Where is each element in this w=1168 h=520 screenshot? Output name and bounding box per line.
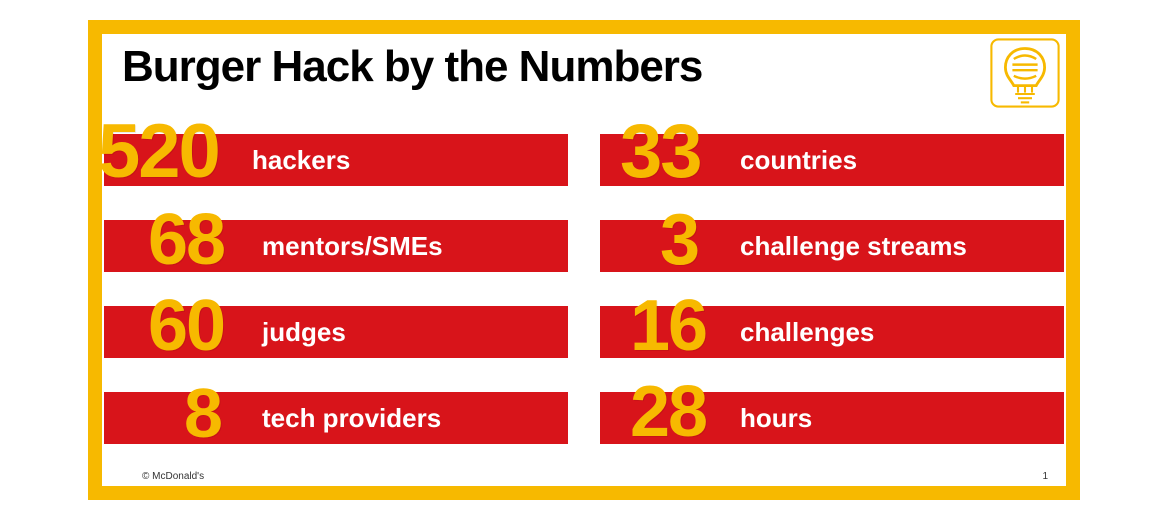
- stat-label: mentors/SMEs: [262, 231, 443, 262]
- stat-row: hackers520: [104, 112, 568, 198]
- stats-column-left: hackers520 mentors/SMEs 68 judges 60 tech pro…: [104, 112, 568, 460]
- copyright-text: © McDonald's: [142, 471, 204, 482]
- stat-row: tech providers 8: [104, 370, 568, 456]
- stat-number: 8: [184, 378, 221, 448]
- slide-title: Burger Hack by the Numbers: [122, 42, 702, 92]
- stat-label: tech providers: [262, 403, 441, 434]
- stat-row: judges 60: [104, 284, 568, 370]
- stat-row: mentors/SMEs 68: [104, 198, 568, 284]
- stat-row: challenge streams 3: [600, 198, 1064, 284]
- lightbulb-burger-icon: [990, 38, 1060, 108]
- stats-column-right: countries 33 challenge streams 3 challenges 1…: [600, 112, 1064, 460]
- stat-label: challenges: [740, 317, 874, 348]
- stat-number: 3: [660, 204, 698, 276]
- stat-number: 68: [148, 204, 224, 276]
- stat-label: challenge streams: [740, 231, 967, 262]
- stat-label: hours: [740, 403, 812, 434]
- stat-number: 33: [620, 114, 701, 190]
- page-number: 1: [1042, 471, 1048, 482]
- stat-label: countries: [740, 145, 857, 176]
- stats-columns: hackers520 mentors/SMEs 68 judges 60 tech pro…: [102, 112, 1066, 460]
- stat-row: challenges 16: [600, 284, 1064, 370]
- stat-row: countries 33: [600, 112, 1064, 198]
- stat-number: 28: [630, 376, 706, 448]
- stat-bar: tech providers: [104, 392, 568, 444]
- stat-label: judges: [262, 317, 346, 348]
- stat-row: hours 28: [600, 370, 1064, 456]
- stat-number: 520: [98, 114, 219, 190]
- slide-frame: Burger Hack by the Numbers hackers520men…: [88, 20, 1080, 500]
- stat-label: hackers: [252, 145, 350, 176]
- stat-number: 60: [148, 290, 224, 362]
- stat-number: 16: [630, 290, 706, 362]
